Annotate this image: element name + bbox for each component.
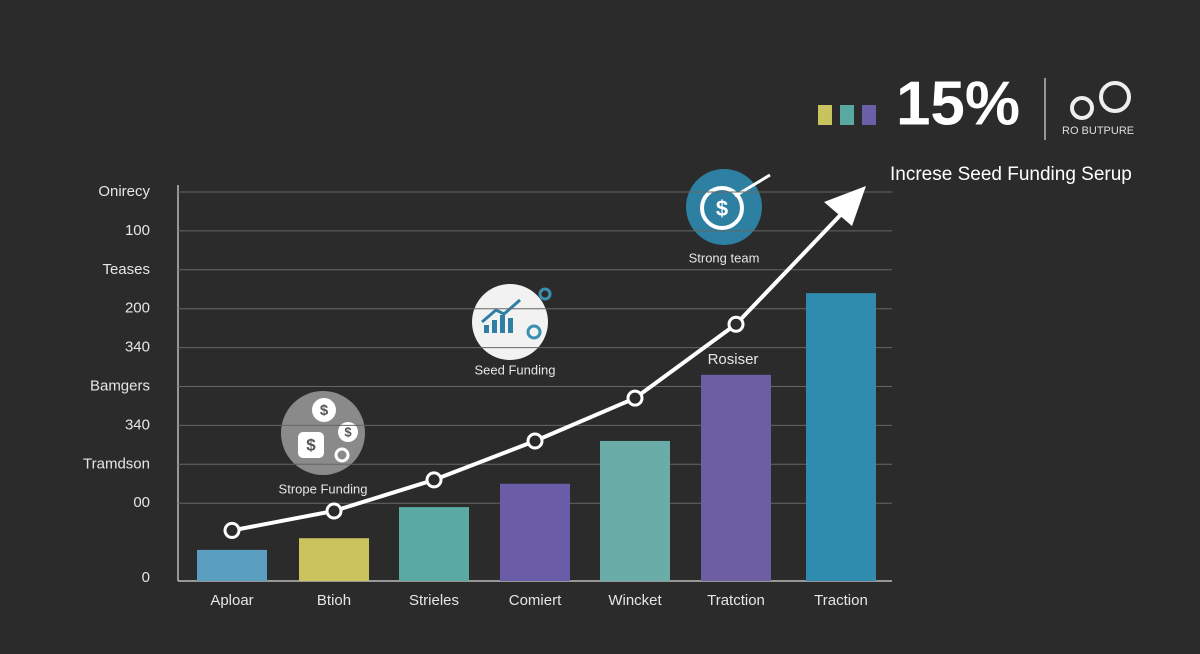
x-tick-label: Aploar: [210, 592, 253, 609]
bar: [197, 549, 267, 581]
x-tick-label: Strieles: [409, 592, 459, 609]
y-tick-label: 100: [125, 222, 150, 239]
arrow-head: [824, 186, 866, 226]
x-tick-label: Btioh: [317, 592, 351, 609]
subheadline: Increse Seed Funding Serup: [890, 164, 1132, 185]
legend-swatch: [840, 105, 854, 125]
svg-text:$: $: [320, 402, 329, 419]
annotation: Strope Funding: [279, 481, 368, 496]
y-tick-label: Bamgers: [90, 377, 150, 394]
x-tick-label: Tratction: [707, 592, 765, 609]
headline: 15%: [896, 69, 1020, 138]
bar: [399, 507, 469, 581]
svg-text:$: $: [716, 196, 728, 221]
annotation: Rosiser: [708, 351, 759, 368]
gear-icon: [1070, 81, 1131, 120]
bar: [806, 293, 876, 581]
legend-swatch: [818, 105, 832, 125]
bar: [299, 538, 369, 581]
badge: RO BUTPURE: [1062, 125, 1134, 137]
y-tick-label: 340: [125, 339, 150, 356]
trend-arrow: [734, 203, 852, 326]
svg-text:$: $: [344, 424, 352, 439]
x-tick-label: Comiert: [509, 592, 562, 609]
y-tick-label: 340: [125, 416, 150, 433]
annotation: Seed Funding: [475, 362, 556, 377]
bar: [600, 440, 670, 581]
line-point: [727, 315, 745, 333]
line-point: [526, 432, 544, 450]
y-tick-label: Onirecy: [98, 183, 150, 200]
x-tick-label: Traction: [814, 592, 868, 609]
funding-icon: $ $ $: [281, 391, 365, 475]
y-tick-label: 00: [133, 494, 150, 511]
team-icon: $: [686, 169, 771, 245]
y-tick-label: 200: [125, 300, 150, 317]
legend-swatch: [862, 105, 876, 125]
line-point: [325, 502, 343, 520]
trend-line: [231, 322, 738, 533]
line-point: [223, 521, 241, 539]
bar: [500, 483, 570, 581]
line-point: [626, 389, 644, 407]
y-tick-label: Teases: [102, 261, 150, 278]
y-tick-label: Tramdson: [83, 455, 150, 472]
svg-text:$: $: [306, 435, 316, 454]
annotation: Strong team: [689, 250, 760, 265]
y-tick-label: 0: [142, 569, 150, 586]
bar: [701, 374, 771, 581]
x-tick-label: Wincket: [608, 592, 662, 609]
line-point: [425, 471, 443, 489]
seed-icon: [472, 284, 552, 360]
